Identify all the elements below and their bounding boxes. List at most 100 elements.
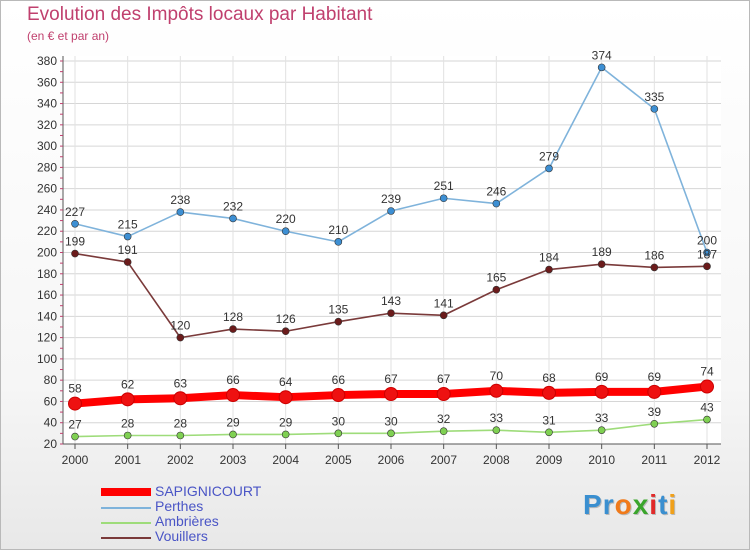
data-point [68,396,82,411]
x-tick-label: 2005 [325,453,352,467]
data-point [387,207,395,215]
data-label: 238 [170,193,190,207]
legend-item: Vouillers [101,528,341,545]
data-label: 220 [276,212,296,226]
data-point [597,260,606,269]
data-point [489,383,504,398]
data-label: 31 [542,413,556,427]
chart-title: Evolution des Impôts locaux par Habitant [27,4,373,25]
data-point [334,429,343,438]
data-point [334,317,343,326]
y-tick-label: 20 [44,437,58,451]
legend-label: Ambrières [155,513,219,529]
data-point [281,227,290,236]
data-label: 30 [384,414,398,428]
y-tick-label: 260 [37,182,57,196]
data-point [650,105,659,113]
data-point [173,391,188,406]
data-label: 67 [384,372,398,386]
y-tick-label: 100 [37,352,57,366]
data-label: 29 [279,415,293,429]
y-tick-label: 320 [37,118,57,132]
data-label: 33 [490,411,504,425]
data-point [176,431,185,440]
data-point [387,309,395,317]
legend-swatch [101,537,151,539]
data-label: 28 [174,416,188,430]
data-label: 165 [486,271,506,285]
legend-label: Vouillers [155,528,208,544]
y-tick-label: 220 [37,224,57,238]
data-point [492,426,501,434]
chart-subtitle: (en € et par an) [27,29,110,43]
data-label: 62 [121,377,135,391]
data-label: 374 [592,48,612,62]
data-point [226,388,240,403]
y-tick-label: 140 [37,309,57,323]
data-label: 189 [592,245,612,259]
data-label: 66 [332,373,346,387]
data-point [123,431,132,440]
data-label: 27 [68,418,82,432]
data-label: 186 [644,248,664,262]
data-label: 215 [118,218,138,232]
logo-letter: x [632,489,650,520]
y-tick-label: 300 [37,139,57,153]
data-point [542,385,556,400]
data-label: 239 [381,192,401,206]
data-point [545,265,553,274]
data-point [334,238,343,246]
data-point [120,392,135,407]
legend-swatch [101,488,151,496]
data-point [281,430,290,439]
data-point [597,426,606,434]
legend-swatch [101,522,151,524]
legend-swatch [101,507,151,509]
x-tick-label: 2009 [536,453,563,467]
data-label: 135 [328,303,348,317]
data-label: 58 [68,382,82,396]
data-label: 74 [700,365,714,379]
data-label: 126 [276,312,296,326]
data-label: 227 [65,205,85,219]
data-label: 39 [648,405,662,419]
x-tick-label: 2011 [641,453,667,467]
data-point [545,164,553,173]
y-tick-label: 360 [37,75,57,89]
x-tick-label: 2006 [378,453,405,467]
data-label: 64 [279,375,293,389]
data-label: 246 [486,185,506,199]
logo-letter: o [614,489,633,520]
plot-area [63,56,721,444]
data-label: 120 [170,319,190,333]
data-point [331,388,346,403]
data-point [703,415,711,424]
legend-label: Perthes [155,498,204,514]
data-point [71,219,79,228]
x-tick-label: 2012 [694,453,721,467]
legend-item: SAPIGNICOURT [101,483,341,500]
data-label: 69 [595,370,609,384]
data-point [439,194,448,203]
data-label: 67 [437,372,451,386]
data-label: 28 [121,416,135,430]
y-tick-label: 180 [37,267,57,281]
logo-letter: i [649,489,659,520]
data-label: 200 [697,234,717,248]
data-label: 128 [223,310,243,324]
data-label: 70 [490,369,504,383]
data-point [436,386,451,401]
data-label: 69 [648,370,662,384]
data-label: 141 [434,296,454,310]
data-point [703,262,711,271]
data-point [229,430,237,439]
data-label: 143 [381,294,401,308]
y-tick-label: 200 [37,246,57,260]
y-tick-label: 160 [37,288,57,302]
data-label: 251 [434,179,454,193]
data-label: 184 [539,251,559,265]
x-tick-label: 2000 [62,453,89,467]
data-point [229,325,237,333]
